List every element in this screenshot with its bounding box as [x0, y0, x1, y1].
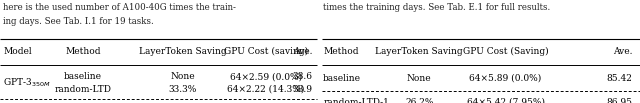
Text: 33.3%: 33.3%: [168, 85, 196, 94]
Text: 64×5.42 (7.95%): 64×5.42 (7.95%): [467, 98, 545, 103]
Text: LayerToken Saving: LayerToken Saving: [376, 47, 463, 56]
Text: here is the used number of A100-40G times the train-: here is the used number of A100-40G time…: [3, 3, 236, 12]
Text: 64×2.59 (0.0%): 64×2.59 (0.0%): [230, 72, 301, 81]
Text: 85.42: 85.42: [607, 74, 632, 83]
Text: Method: Method: [323, 47, 358, 56]
Text: baseline: baseline: [323, 74, 361, 83]
Text: 64×5.89 (0.0%): 64×5.89 (0.0%): [470, 74, 541, 83]
Text: random-LTD-1: random-LTD-1: [323, 98, 389, 103]
Text: 26.2%: 26.2%: [405, 98, 433, 103]
Text: Model: Model: [3, 47, 32, 56]
Text: Ave.: Ave.: [293, 47, 312, 56]
Text: GPU Cost (saving): GPU Cost (saving): [223, 47, 308, 56]
Text: 38.9: 38.9: [292, 85, 312, 94]
Text: None: None: [170, 72, 195, 81]
Text: baseline: baseline: [64, 72, 102, 81]
Text: random-LTD: random-LTD: [54, 85, 112, 94]
Text: 64×2.22 (14.3%): 64×2.22 (14.3%): [227, 85, 304, 94]
Text: 38.6: 38.6: [292, 72, 312, 81]
Text: Method: Method: [65, 47, 101, 56]
Text: Ave.: Ave.: [613, 47, 632, 56]
Text: GPU Cost (Saving): GPU Cost (Saving): [463, 47, 548, 56]
Text: GPT-3$_{350M}$: GPT-3$_{350M}$: [3, 77, 51, 89]
Text: LayerToken Saving: LayerToken Saving: [139, 47, 226, 56]
Text: None: None: [407, 74, 431, 83]
Text: 86.95: 86.95: [606, 98, 632, 103]
Text: times the training days. See Tab. E.1 for full results.: times the training days. See Tab. E.1 fo…: [323, 3, 550, 12]
Text: ing days. See Tab. I.1 for 19 tasks.: ing days. See Tab. I.1 for 19 tasks.: [3, 17, 154, 26]
